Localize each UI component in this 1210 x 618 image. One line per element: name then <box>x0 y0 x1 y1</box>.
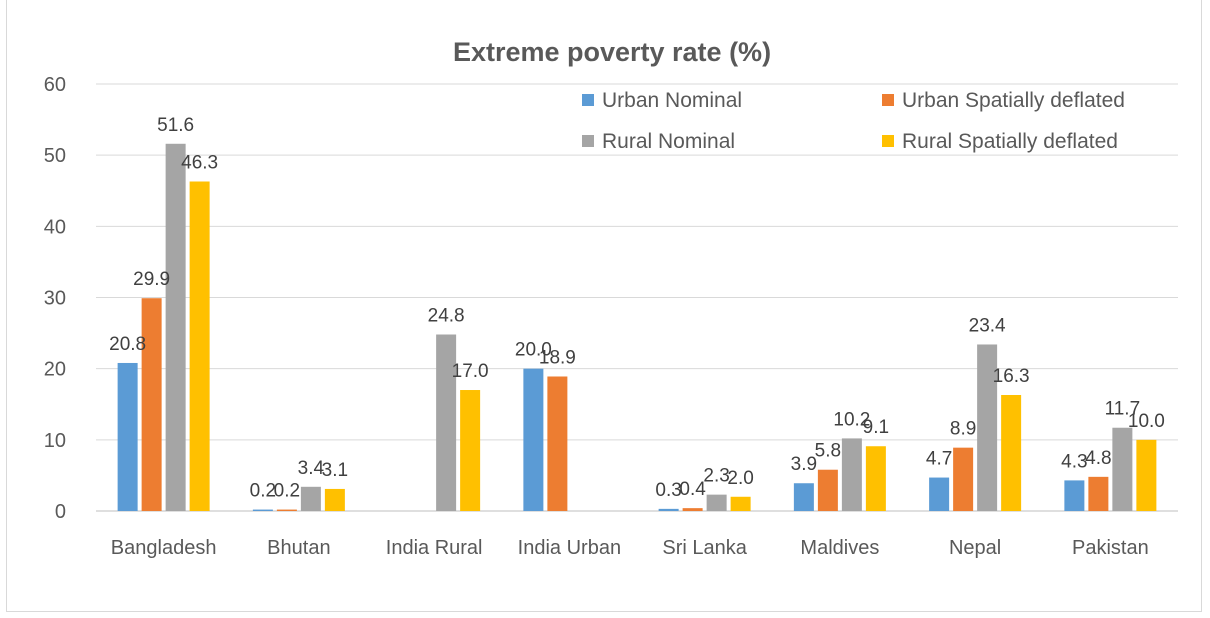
bar <box>252 509 273 511</box>
bar <box>1088 476 1109 511</box>
bar <box>977 344 998 511</box>
x-axis-ticks: Bangladesh Bhutan India Rural India Urban Sr… <box>111 537 1149 559</box>
data-label: 10.0 <box>1128 411 1165 432</box>
x-tick-label: India Rural <box>386 537 483 559</box>
bar <box>658 508 679 511</box>
data-label: 24.8 <box>428 306 465 327</box>
x-tick-label: Maldives <box>800 537 879 559</box>
data-label: 0.2 <box>250 481 276 502</box>
legend-swatch <box>582 94 594 106</box>
bar <box>682 508 703 511</box>
data-label: 9.1 <box>863 417 889 438</box>
bar <box>793 483 814 511</box>
y-tick-label: 60 <box>44 74 66 96</box>
bar <box>276 509 297 511</box>
legend-swatch <box>882 135 894 147</box>
bar <box>460 390 481 511</box>
bar <box>1001 394 1022 511</box>
legend-label: Rural Spatially deflated <box>902 130 1118 153</box>
data-label: 2.3 <box>703 466 729 487</box>
bar <box>865 446 886 511</box>
bar <box>706 494 727 511</box>
data-label: 3.1 <box>322 460 348 481</box>
y-tick-label: 50 <box>44 145 66 167</box>
data-label: 29.9 <box>133 269 170 290</box>
data-label: 3.9 <box>791 454 817 475</box>
data-label: 51.6 <box>157 115 194 136</box>
bar <box>817 469 838 511</box>
y-tick-label: 0 <box>55 501 66 523</box>
data-label: 0.4 <box>679 479 706 500</box>
bar <box>730 496 751 511</box>
y-tick-label: 40 <box>44 216 66 238</box>
data-label: 8.9 <box>950 419 976 440</box>
bar <box>1064 480 1085 511</box>
bar <box>1112 427 1133 511</box>
data-label: 17.0 <box>452 361 489 382</box>
legend-swatch <box>882 94 894 106</box>
gridlines <box>96 83 1178 512</box>
data-label: 5.8 <box>815 441 841 462</box>
legend: Urban Nominal Urban Spatially deflated Rur… <box>582 89 1125 153</box>
data-label: 4.8 <box>1085 448 1111 469</box>
data-label: 4.7 <box>926 449 952 470</box>
x-tick-label: Sri Lanka <box>662 537 747 559</box>
legend-label: Urban Spatially deflated <box>902 89 1125 112</box>
chart-frame <box>6 0 1202 612</box>
data-label: 0.3 <box>655 480 681 501</box>
y-tick-label: 30 <box>44 288 66 310</box>
y-tick-label: 10 <box>44 430 66 452</box>
data-labels: 20.829.951.646.30.20.23.43.124.817.020.0… <box>109 115 1165 502</box>
data-label: 10.2 <box>833 409 870 430</box>
legend-label: Rural Nominal <box>602 130 735 153</box>
legend-label: Urban Nominal <box>602 89 742 112</box>
bar <box>1136 439 1157 511</box>
x-tick-label: Bhutan <box>267 537 330 559</box>
data-label: 23.4 <box>969 315 1006 336</box>
bar <box>547 376 568 511</box>
y-axis-ticks: 0 10 20 30 40 50 60 <box>44 74 66 523</box>
x-tick-label: India Urban <box>518 537 621 559</box>
bar <box>324 488 345 511</box>
bar <box>165 143 186 511</box>
data-label: 0.2 <box>274 481 300 502</box>
bar <box>300 486 321 511</box>
bar <box>141 298 162 511</box>
bar <box>436 334 457 511</box>
bar <box>929 477 950 511</box>
data-label: 11.7 <box>1105 399 1141 420</box>
x-tick-label: Pakistan <box>1072 537 1149 559</box>
y-tick-label: 20 <box>44 359 66 381</box>
x-tick-label: Bangladesh <box>111 537 217 559</box>
data-label: 18.9 <box>539 347 576 368</box>
bar <box>117 362 138 511</box>
data-label: 20.8 <box>109 334 146 355</box>
data-label: 3.4 <box>298 458 325 479</box>
data-label: 4.3 <box>1061 451 1087 472</box>
bar <box>953 447 974 511</box>
x-tick-label: Nepal <box>949 537 1001 559</box>
bars <box>117 143 1157 511</box>
bar <box>189 181 210 511</box>
bar <box>841 438 862 511</box>
data-label: 16.3 <box>993 366 1030 387</box>
chart-title: Extreme poverty rate (%) <box>453 37 771 67</box>
legend-swatch <box>582 135 594 147</box>
data-label: 20.0 <box>515 340 552 361</box>
data-label: 2.0 <box>727 468 753 489</box>
bar <box>523 368 544 511</box>
data-label: 46.3 <box>181 152 218 173</box>
